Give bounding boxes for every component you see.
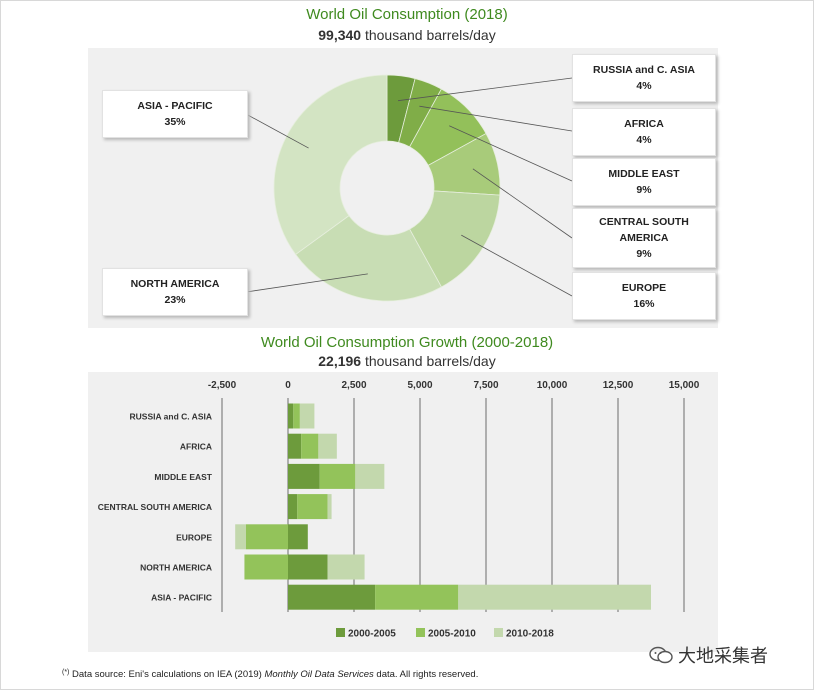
bar-segment: [299, 403, 315, 429]
bar-segment: [288, 433, 302, 459]
footnote-text-post: data. All rights reserved.: [373, 669, 479, 680]
bar-total-value: 22,196: [318, 353, 362, 369]
callout-pct: 16%: [633, 298, 655, 310]
legend-swatch: [336, 628, 345, 637]
bar-segment: [327, 494, 332, 520]
wechat-icon: [649, 646, 673, 664]
bar-segment: [375, 584, 459, 610]
donut-subtitle: 99,340 thousand barrels/day: [0, 27, 814, 43]
leader-line: [472, 168, 573, 239]
bar-segment: [319, 463, 356, 489]
bar-segment: [355, 463, 385, 489]
bar-segment: [458, 584, 651, 610]
bar-title: World Oil Consumption Growth (2000-2018): [260, 334, 554, 351]
callout-pct: 4%: [636, 80, 652, 92]
callout-pct: 9%: [636, 184, 652, 196]
legend-label: 2000-2005: [348, 629, 396, 640]
bar-segment: [288, 494, 298, 520]
legend-swatch: [416, 628, 425, 637]
donut-chart: [245, 74, 573, 302]
callout-label: MIDDLE EAST: [608, 168, 680, 180]
watermark: 大地采集者: [648, 642, 768, 668]
legend-label: 2010-2018: [506, 629, 554, 640]
callout-label: NORTH AMERICA: [130, 278, 220, 290]
x-tick-label: -2,500: [208, 380, 237, 391]
callout-asia-pacific: ASIA - PACIFIC 35%: [102, 90, 248, 138]
bar-segment: [288, 554, 328, 580]
callout-label: RUSSIA and C. ASIA: [593, 64, 695, 76]
callout-pct: 4%: [636, 134, 652, 146]
callout-middle-east: MIDDLE EAST 9%: [572, 158, 716, 206]
callout-label-2: AMERICA: [619, 232, 669, 244]
callout-europe: EUROPE 16%: [572, 272, 716, 320]
callout-label: AFRICA: [624, 118, 664, 130]
category-label: RUSSIA and C. ASIA: [130, 412, 213, 422]
bar-category-labels: RUSSIA and C. ASIA AFRICA MIDDLE EAST CENTR…: [98, 412, 213, 603]
x-tick-label: 5,000: [407, 380, 432, 391]
category-label: NORTH AMERICA: [140, 563, 212, 573]
donut-title: World Oil Consumption (2018): [306, 6, 508, 23]
callout-russia: RUSSIA and C. ASIA 4%: [572, 54, 716, 102]
callout-label: ASIA - PACIFIC: [137, 100, 213, 112]
bar-segment: [288, 524, 308, 550]
callout-label: CENTRAL SOUTH: [599, 216, 689, 228]
callout-africa: AFRICA 4%: [572, 108, 716, 156]
x-tick-label: 0: [285, 380, 291, 391]
callout-pct: 23%: [164, 294, 186, 306]
x-tick-label: 12,500: [603, 380, 634, 391]
donut-leaders: [245, 77, 573, 297]
x-tick-label: 7,500: [473, 380, 498, 391]
leader-line: [461, 234, 573, 297]
bar-segment: [245, 524, 288, 550]
x-tick-label: 15,000: [669, 380, 700, 391]
category-label: AFRICA: [180, 442, 212, 452]
legend-label: 2005-2010: [428, 629, 476, 640]
donut-total-value: 99,340: [318, 27, 362, 43]
bar-segment: [327, 554, 365, 580]
bar-marks: [235, 403, 651, 610]
bar-segment: [244, 554, 288, 580]
callout-north-america: NORTH AMERICA 23%: [102, 268, 248, 316]
footnote-text-pre: Data source: Eni's calculations on IEA (…: [72, 669, 265, 680]
callout-pct: 35%: [164, 116, 186, 128]
bar-segment: [235, 524, 246, 550]
bar-segment: [297, 494, 328, 520]
category-label: ASIA - PACIFIC: [151, 593, 212, 603]
bar-segment: [288, 463, 320, 489]
footnote-text-italic: Monthly Oil Data Services: [264, 669, 374, 680]
bar-segment: [318, 433, 337, 459]
leader-line: [245, 273, 368, 293]
leader-line: [245, 113, 309, 149]
bar-tick-labels: -2,500 0 2,500 5,000 7,500 10,000 12,500 15,000: [208, 380, 700, 391]
category-label: MIDDLE EAST: [154, 472, 212, 482]
bar-segment: [301, 433, 319, 459]
bar-segment: [288, 403, 294, 429]
donut-slice: [295, 215, 442, 302]
donut-slices: [273, 74, 501, 302]
donut-slice: [273, 74, 388, 255]
footnote: (*) Data source: Eni's calculations on I…: [62, 669, 478, 680]
footnote-marker: (*): [62, 669, 70, 676]
leader-line: [397, 77, 573, 102]
x-tick-label: 10,000: [537, 380, 568, 391]
bar-segment: [293, 403, 300, 429]
leader-line: [419, 105, 573, 132]
bar-total-unit: thousand barrels/day: [364, 353, 496, 369]
bar-segment: [288, 584, 376, 610]
leader-line: [449, 125, 573, 182]
callout-label: EUROPE: [621, 282, 667, 294]
category-label: CENTRAL SOUTH AMERICA: [98, 502, 212, 512]
bar-subtitle: 22,196 thousand barrels/day: [0, 353, 814, 369]
x-tick-label: 2,500: [341, 380, 366, 391]
category-label: EUROPE: [176, 532, 212, 542]
callout-central-south-america: CENTRAL SOUTH AMERICA 9%: [572, 208, 716, 268]
legend-swatch: [494, 628, 503, 637]
callout-pct: 9%: [636, 248, 652, 260]
bar-legend: 2000-2005 2005-2010 2010-2018: [336, 628, 554, 640]
donut-total-unit: thousand barrels/day: [364, 27, 496, 43]
watermark-text: 大地采集者: [678, 646, 768, 666]
